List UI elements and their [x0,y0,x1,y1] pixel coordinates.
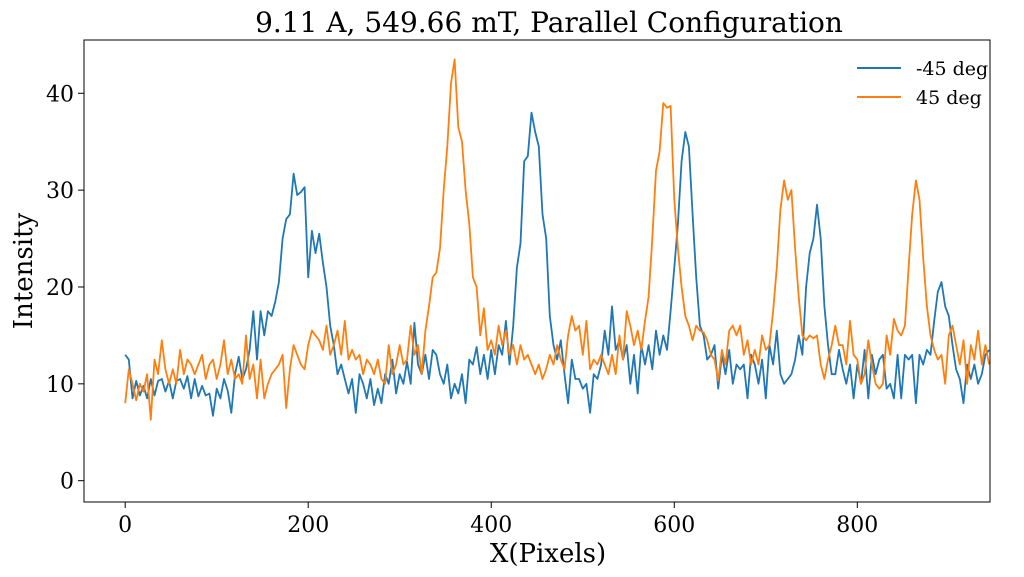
legend-label-2: 45 deg [916,87,982,109]
series-line-2 [124,58,990,421]
y-tick-label: 30 [46,179,74,204]
x-tick-label: 400 [470,513,512,538]
legend: -45 deg 45 deg [857,58,988,109]
y-tick-label: 10 [46,373,74,398]
plot-area [124,58,990,421]
series-line-1 [124,111,990,417]
x-tick-label: 0 [118,513,132,538]
y-tick-label: 40 [46,82,74,107]
y-axis-label: Intensity [9,212,39,329]
chart-title: 9.11 A, 549.66 mT, Parallel Configuratio… [255,6,843,39]
x-tick-label: 800 [836,513,878,538]
plot-frame [83,39,991,503]
x-tick-label: 600 [653,513,695,538]
y-axis: 0 10 20 30 40 [46,82,84,495]
y-tick-label: 0 [60,470,74,495]
y-tick-label: 20 [46,276,74,301]
x-tick-label: 200 [287,513,329,538]
legend-label-1: -45 deg [916,58,988,80]
x-axis-label: X(Pixels) [490,539,606,569]
x-axis: 0 200 400 600 800 [118,502,878,538]
